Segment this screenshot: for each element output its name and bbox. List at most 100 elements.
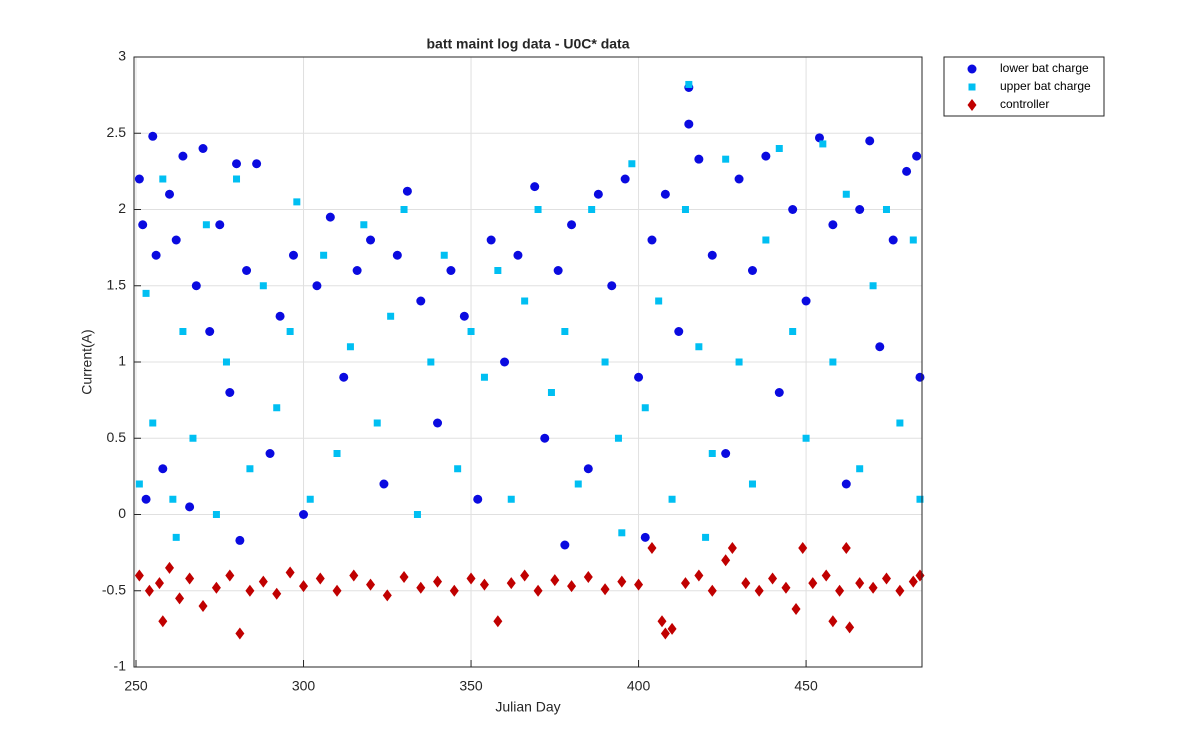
point (896, 419, 904, 427)
point (165, 189, 175, 199)
point (647, 542, 657, 555)
point (440, 251, 448, 259)
point (225, 569, 235, 582)
point (427, 358, 435, 366)
point (550, 574, 560, 587)
point (151, 250, 161, 260)
legend-label: upper bat charge (1000, 79, 1091, 93)
point (158, 464, 168, 474)
point (245, 584, 255, 597)
point (506, 577, 516, 590)
point (513, 250, 523, 260)
point (399, 571, 409, 584)
point (647, 235, 657, 245)
point (741, 577, 751, 590)
point (600, 583, 610, 596)
point (660, 189, 670, 199)
point (798, 542, 808, 555)
point (808, 577, 818, 590)
point (657, 615, 667, 628)
point (547, 389, 555, 396)
x-tick-label: 450 (794, 678, 818, 694)
point (908, 575, 918, 588)
point (306, 495, 314, 503)
point (748, 480, 756, 488)
point (540, 433, 550, 443)
point (788, 205, 798, 214)
x-tick-label: 350 (459, 678, 483, 694)
point (493, 615, 503, 628)
point (680, 577, 690, 590)
point (694, 154, 704, 164)
point (819, 140, 827, 148)
point (446, 266, 456, 275)
point (154, 577, 164, 590)
point (684, 119, 694, 129)
point (707, 250, 717, 260)
point (454, 465, 462, 473)
point (246, 465, 254, 473)
point (727, 542, 737, 555)
point (158, 615, 168, 628)
point (561, 328, 569, 335)
point (175, 592, 185, 605)
point (433, 575, 443, 588)
point (735, 358, 743, 366)
point (601, 358, 609, 366)
point (198, 144, 208, 153)
point (588, 206, 596, 213)
point (841, 542, 851, 555)
y-tick-label: 1.5 (107, 276, 127, 292)
point (916, 495, 924, 503)
point (259, 282, 267, 290)
point (159, 175, 167, 183)
point (821, 569, 831, 582)
point (553, 266, 563, 275)
legend-marker (967, 99, 977, 111)
point (473, 494, 483, 504)
point (144, 584, 154, 597)
point (721, 554, 731, 567)
point (480, 373, 488, 381)
point (286, 328, 294, 335)
point (628, 160, 636, 168)
point (387, 312, 395, 320)
point (165, 561, 175, 574)
point (520, 569, 530, 582)
point (169, 495, 177, 503)
point (915, 372, 925, 382)
x-axis-label: Julian Day (495, 699, 560, 715)
x-tick-label: 400 (627, 678, 651, 694)
chart-title: batt maint log data - U0C* data (426, 36, 629, 52)
point (855, 205, 865, 214)
point (320, 251, 328, 259)
point (841, 479, 851, 489)
point (178, 151, 188, 161)
point (685, 80, 693, 88)
point (494, 267, 502, 274)
point (768, 572, 778, 585)
point (416, 581, 426, 594)
point (895, 584, 905, 597)
point (265, 449, 275, 458)
point (449, 584, 459, 597)
point (272, 587, 282, 600)
point (567, 220, 577, 230)
point (789, 328, 797, 335)
point (148, 131, 158, 141)
point (902, 166, 912, 176)
y-tick-label: -1 (114, 658, 127, 674)
point (865, 136, 875, 146)
point (242, 266, 252, 275)
y-tick-label: 2.5 (107, 124, 127, 140)
point (775, 145, 783, 152)
point (667, 622, 677, 635)
point (640, 532, 650, 542)
point (634, 372, 644, 382)
marks (134, 80, 925, 640)
point (829, 358, 837, 366)
point (567, 580, 577, 593)
point (681, 206, 689, 213)
point (801, 296, 811, 306)
series-group (134, 83, 925, 550)
